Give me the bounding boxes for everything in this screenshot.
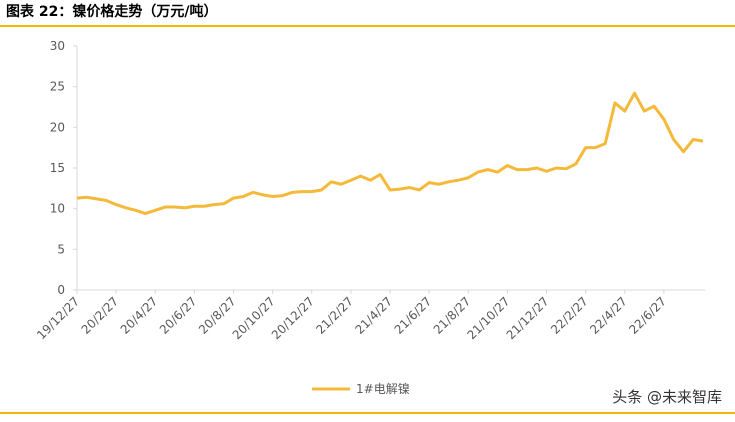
x-tick-label: 20/2/27: [79, 294, 122, 337]
x-tick-label: 20/12/27: [269, 294, 317, 342]
y-tick-label: 5: [57, 242, 65, 256]
x-tick-label: 21/12/27: [504, 294, 552, 342]
watermark: 头条 @未来智库: [612, 388, 722, 406]
x-tick-label: 21/4/27: [353, 294, 396, 337]
x-tick-label: 21/2/27: [313, 294, 356, 337]
x-tick-label: 22/4/27: [587, 294, 630, 337]
line-series: [76, 91, 704, 216]
x-tick-label: 21/6/27: [392, 294, 435, 337]
y-tick-label: 10: [50, 202, 65, 216]
x-tick-label: 22/6/27: [626, 294, 669, 337]
y-tick-label: 30: [50, 39, 65, 53]
x-tick-label: 22/2/27: [548, 294, 591, 337]
y-tick-label: 0: [57, 283, 65, 297]
x-tick-label: 20/4/27: [118, 294, 161, 337]
x-tick-label: 20/6/27: [157, 294, 200, 337]
chart-title: 图表 22：镍价格走势（万元/吨）: [6, 3, 217, 20]
y-tick-label: 20: [50, 120, 65, 134]
x-tick-label: 19/12/27: [34, 294, 82, 342]
legend-label: 1#电解镍: [356, 382, 410, 396]
y-tick-label: 15: [50, 161, 65, 175]
y-tick-label: 25: [50, 80, 65, 94]
